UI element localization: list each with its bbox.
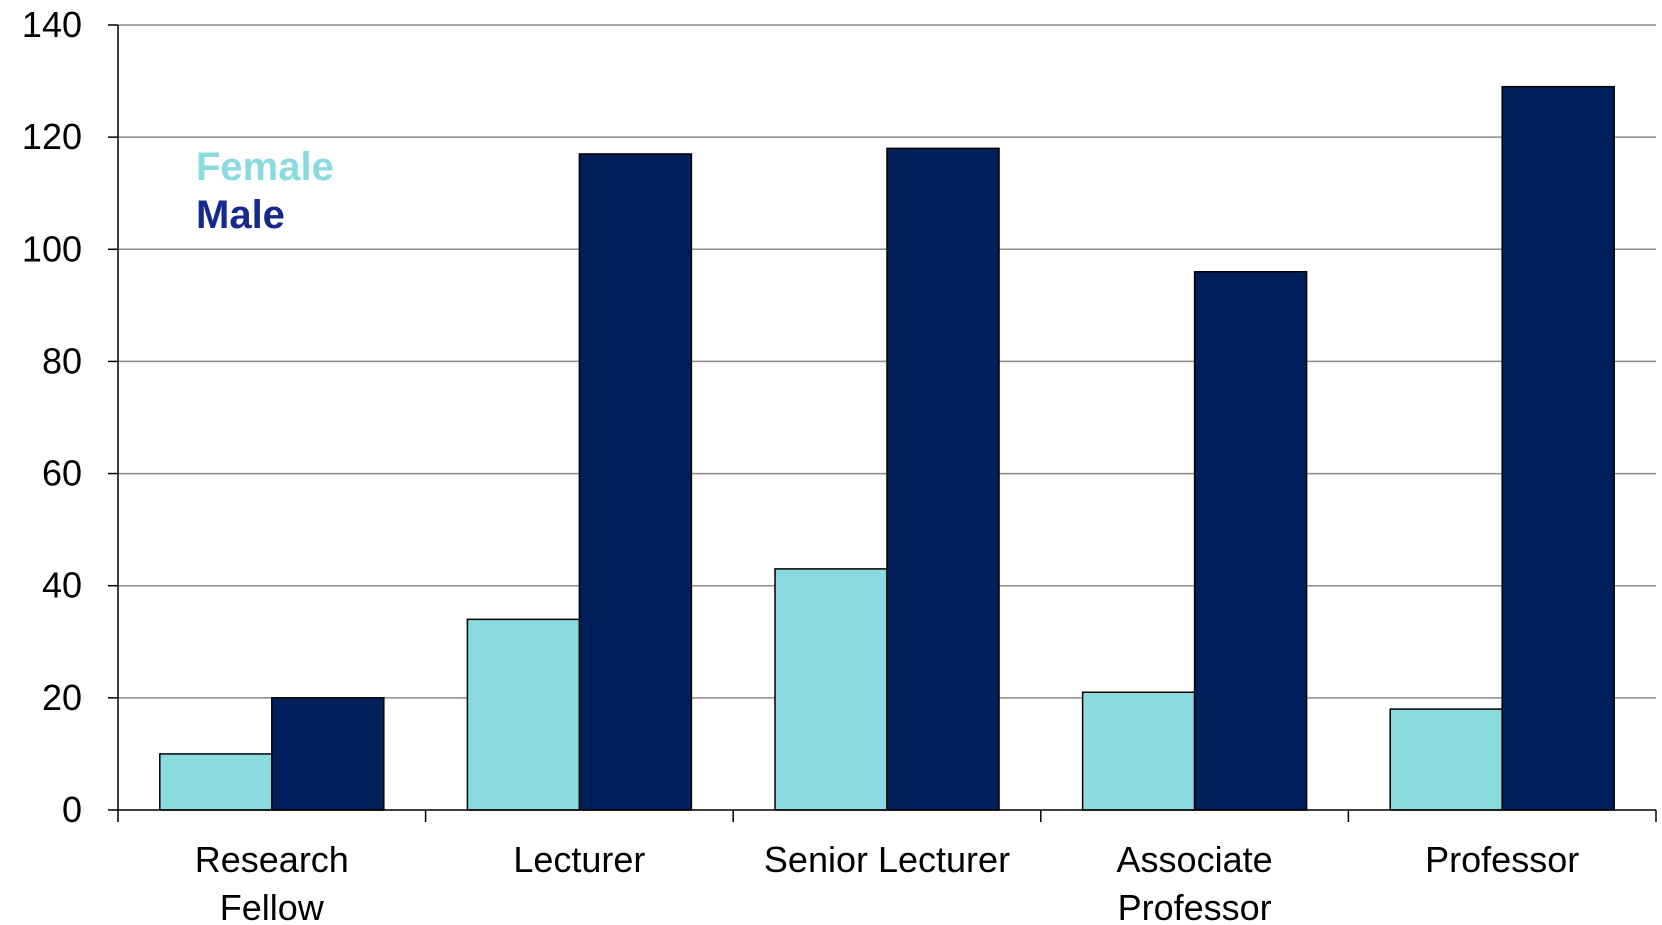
- x-axis-category-labels: Research Fellow Lecturer Senior Lecturer Ass…: [195, 839, 1579, 925]
- bar-female-4: [1389, 708, 1503, 811]
- x-category-label: Research: [195, 839, 349, 880]
- bar-male-4: [1501, 85, 1615, 811]
- bar-male-2: [886, 147, 1000, 811]
- y-tick-label: 20: [42, 677, 82, 718]
- y-tick-label: 60: [42, 453, 82, 494]
- bar-female-0: [159, 753, 273, 811]
- bars: [159, 85, 1615, 811]
- y-tick-label: 0: [62, 789, 82, 830]
- x-category-label: Fellow: [220, 887, 325, 925]
- y-tick-label: 80: [42, 340, 82, 381]
- y-tick-label: 40: [42, 565, 82, 606]
- bar-female-3: [1081, 691, 1196, 811]
- bar-male-3: [1193, 270, 1308, 811]
- bar-male-1: [578, 153, 693, 811]
- bar-female-1: [466, 618, 581, 811]
- y-tick-label: 140: [22, 4, 82, 45]
- legend-label-female: Female: [196, 145, 334, 189]
- y-tick-label: 100: [22, 228, 82, 269]
- bar-female-2: [774, 568, 888, 811]
- legend: Female Male: [196, 145, 334, 237]
- y-tick-label: 120: [22, 116, 82, 157]
- axes: [117, 25, 1657, 822]
- x-category-label: Professor: [1425, 839, 1579, 880]
- x-category-label: Associate: [1117, 839, 1273, 880]
- bar-male-0: [271, 697, 385, 811]
- x-category-label: Professor: [1118, 887, 1272, 925]
- legend-label-male: Male: [196, 193, 285, 237]
- y-axis-tick-labels: 0 20 40 60 80 100 120 140: [22, 4, 118, 830]
- x-category-label: Lecturer: [513, 839, 645, 880]
- x-category-label: Senior Lecturer: [764, 839, 1010, 880]
